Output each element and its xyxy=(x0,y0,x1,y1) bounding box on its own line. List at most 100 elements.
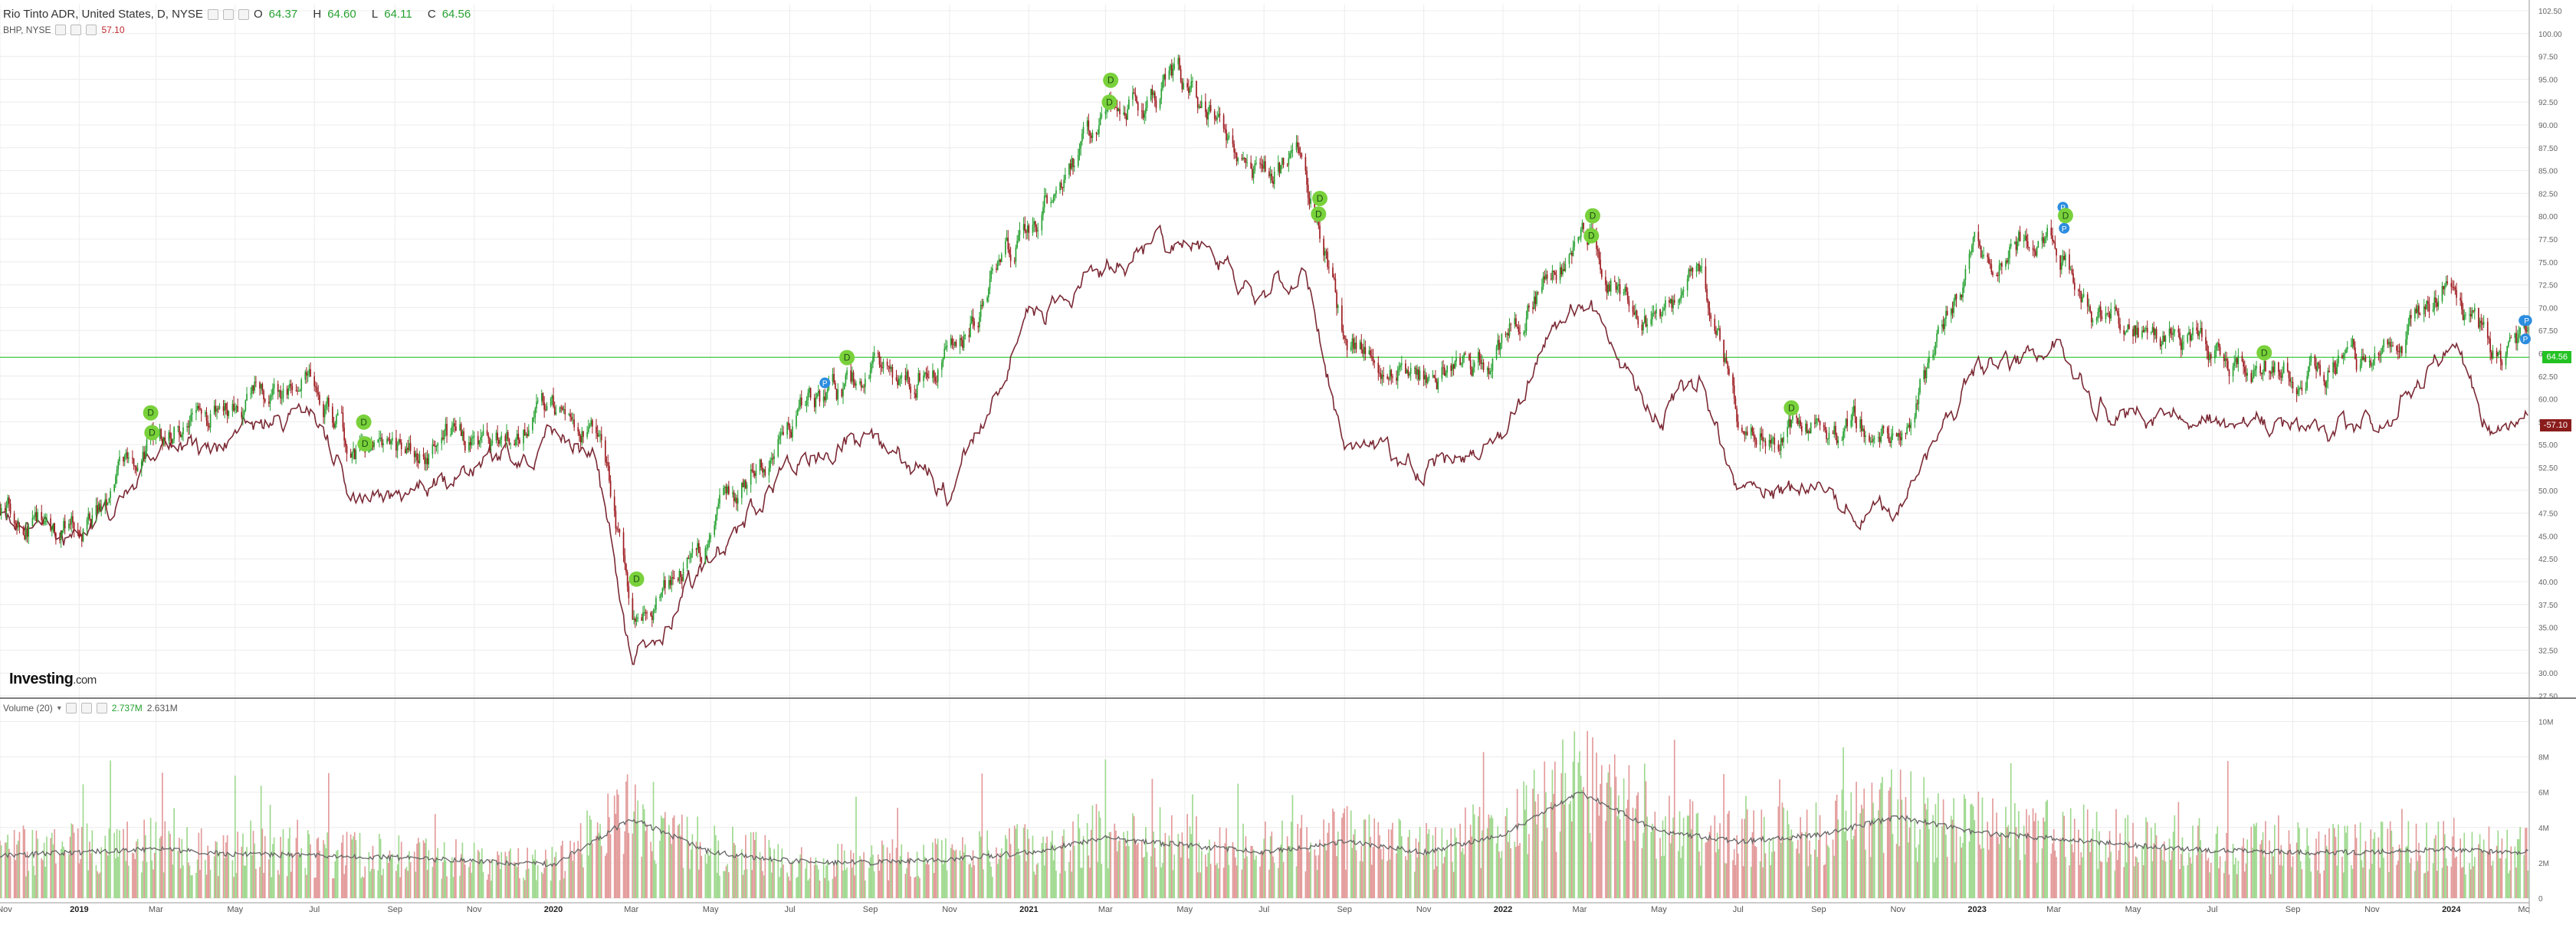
candle-body xyxy=(1873,438,1875,439)
candle xyxy=(873,346,875,362)
candle-body xyxy=(2370,360,2372,366)
volume-bar xyxy=(864,880,866,898)
candle-body xyxy=(2278,362,2279,372)
volume-bar xyxy=(441,878,443,898)
candle xyxy=(2361,349,2363,369)
candle xyxy=(1151,84,1153,103)
candle xyxy=(708,533,710,548)
candle xyxy=(2233,355,2236,371)
volume-bar xyxy=(323,844,326,898)
candle xyxy=(573,414,575,431)
candle-body xyxy=(1659,309,1661,317)
candle xyxy=(2151,323,2154,333)
candle-body xyxy=(409,443,410,451)
marker-circle xyxy=(356,414,372,430)
candle-body xyxy=(845,375,847,384)
candle-body xyxy=(463,431,464,441)
candle-body xyxy=(73,522,75,530)
candle-body xyxy=(2177,329,2180,333)
candle-body xyxy=(1400,365,1401,368)
candle-body xyxy=(2252,377,2253,382)
candle-body xyxy=(91,515,94,523)
candle xyxy=(2254,365,2256,376)
candle-body xyxy=(107,503,109,505)
candle-body xyxy=(2463,315,2466,320)
candle xyxy=(2508,340,2509,349)
candle-body xyxy=(299,390,301,392)
candle-body xyxy=(671,577,673,586)
candle-body xyxy=(2518,333,2520,338)
candle xyxy=(1383,366,1384,383)
volume-bar xyxy=(22,825,25,898)
candle xyxy=(660,592,662,602)
candle xyxy=(1491,358,1494,379)
volume-bar xyxy=(515,863,517,898)
candle xyxy=(2492,345,2494,360)
candle xyxy=(777,435,779,458)
volume-bar xyxy=(136,838,139,898)
candle xyxy=(306,367,307,384)
candle xyxy=(1632,300,1634,317)
volume-bar xyxy=(1206,867,1208,898)
candle xyxy=(999,258,1001,266)
candle xyxy=(353,441,354,460)
candle xyxy=(1142,103,1144,120)
candle-body xyxy=(1035,227,1038,231)
candle xyxy=(2516,330,2519,351)
volume-bar xyxy=(953,849,954,898)
candle xyxy=(572,412,574,425)
volume-bar xyxy=(646,824,648,898)
candle-body xyxy=(2289,378,2291,382)
candle-body xyxy=(2105,313,2107,320)
volume-bar xyxy=(873,871,875,898)
candle xyxy=(2370,358,2372,368)
volume-bar xyxy=(816,864,818,898)
candle-body xyxy=(2246,372,2249,376)
volume-bar xyxy=(605,853,608,898)
candle-body xyxy=(251,385,253,394)
candle-body xyxy=(1373,360,1376,363)
candle xyxy=(254,376,256,394)
candle-body xyxy=(1560,267,1563,275)
candle xyxy=(1579,236,1580,241)
candle xyxy=(1215,115,1217,122)
volume-bar xyxy=(850,850,852,898)
candle xyxy=(198,402,200,412)
volume-bar xyxy=(1052,830,1053,898)
candle xyxy=(1852,406,1853,428)
candle-body xyxy=(1779,449,1780,451)
volume-bar xyxy=(116,828,118,898)
volume-bar xyxy=(510,848,511,898)
candle-body xyxy=(1680,295,1682,300)
volume-bar xyxy=(51,832,53,898)
candle xyxy=(1871,434,1873,444)
candle-body xyxy=(2207,351,2210,360)
candle-body xyxy=(2419,314,2421,316)
candle-body xyxy=(1997,275,1999,277)
candle-body xyxy=(2146,327,2148,333)
candle xyxy=(1809,428,1810,434)
candle-body xyxy=(1615,281,1617,290)
candle-body xyxy=(1505,333,1507,335)
candle-body xyxy=(482,430,484,436)
split-marker: P xyxy=(819,377,831,389)
candle-body xyxy=(1551,270,1554,280)
candle xyxy=(1160,82,1163,105)
candle xyxy=(2342,352,2345,365)
candle xyxy=(486,422,488,437)
candle-body xyxy=(2243,366,2246,373)
candle-body xyxy=(2065,254,2066,261)
candle-body xyxy=(1744,431,1746,435)
volume-bar xyxy=(205,874,208,898)
candle-body xyxy=(1207,111,1209,120)
candle-body xyxy=(280,389,281,399)
candle xyxy=(145,445,146,464)
candle-body xyxy=(1281,158,1283,166)
candle xyxy=(1927,358,1929,369)
candle-body xyxy=(2142,330,2144,332)
volume-bar xyxy=(708,855,710,898)
candle-body xyxy=(1377,362,1380,373)
volume-bar xyxy=(461,842,464,898)
candle-body xyxy=(1934,342,1937,354)
